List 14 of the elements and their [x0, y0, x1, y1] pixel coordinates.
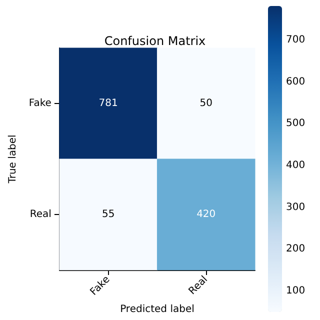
data-label: 55 — [102, 209, 115, 220]
color-bar-label: 600 — [286, 76, 306, 88]
y-axis-title: True label — [8, 134, 18, 184]
color-bar-label: 700 — [286, 34, 306, 46]
color-bar-label: 300 — [286, 202, 306, 213]
color-bar-label: 400 — [286, 160, 306, 171]
data-label: 781 — [98, 98, 118, 109]
data-label: 50 — [200, 98, 212, 109]
x-axis-title: Predicted label — [120, 304, 194, 315]
color-bar-label: 500 — [286, 118, 306, 130]
chart-title: Confusion Matrix — [104, 34, 206, 48]
data-label: 420 — [196, 209, 216, 220]
color-bar-label: 100 — [286, 286, 306, 297]
color-bar-label: 200 — [286, 244, 306, 255]
